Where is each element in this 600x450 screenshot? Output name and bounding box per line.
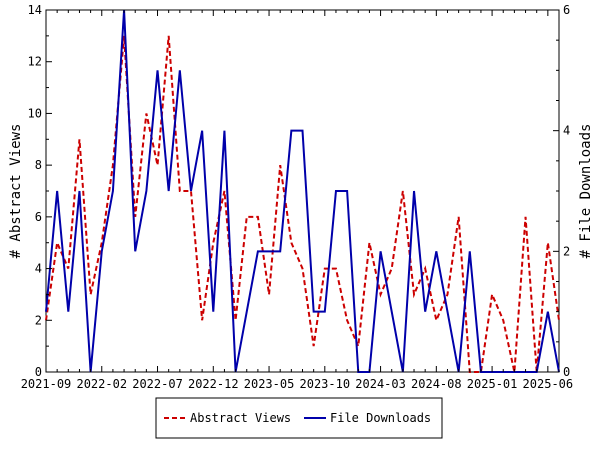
legend: Abstract Views File Downloads bbox=[155, 397, 443, 439]
y-left-tick-label: 8 bbox=[35, 158, 42, 172]
y-left-tick-label: 12 bbox=[28, 55, 42, 69]
x-tick-label: 2021-09 bbox=[21, 377, 72, 391]
x-tick-label: 2022-07 bbox=[132, 377, 183, 391]
y-left-axis-title: # Abstract Views bbox=[8, 124, 24, 259]
legend-label-file-downloads: File Downloads bbox=[330, 411, 431, 425]
y-left-tick-label: 4 bbox=[35, 262, 42, 276]
x-tick-label: 2022-12 bbox=[188, 377, 239, 391]
series-layer bbox=[45, 9, 560, 373]
x-tick-label: 2025-01 bbox=[467, 377, 518, 391]
x-tick-label: 2023-10 bbox=[300, 377, 351, 391]
y-left-tick-label: 14 bbox=[28, 3, 42, 17]
y-right-tick-label: 4 bbox=[563, 124, 570, 138]
legend-box bbox=[155, 397, 443, 439]
y-right-tick-label: 2 bbox=[563, 244, 570, 258]
x-tick-label: 2024-03 bbox=[355, 377, 406, 391]
y-left-tick-label: 0 bbox=[35, 365, 42, 379]
x-axis-ticks: 2021-09 2022-02 2022-07 2022-12 2023-05 2023-… bbox=[21, 10, 573, 391]
series-line-file-downloads bbox=[45, 9, 560, 373]
x-tick-label: 2025-06 bbox=[523, 377, 574, 391]
plot-area bbox=[45, 9, 560, 373]
y-right-tick-label: 6 bbox=[563, 3, 570, 17]
x-tick-label: 2023-05 bbox=[244, 377, 295, 391]
y-right-axis-ticks: 0 2 4 6 bbox=[553, 3, 570, 379]
y-left-tick-label: 6 bbox=[35, 210, 42, 224]
series-line-abstract-views bbox=[45, 35, 560, 373]
legend-label-abstract-views: Abstract Views bbox=[190, 411, 291, 425]
y-left-axis-ticks: 0 2 4 6 8 10 12 14 bbox=[28, 3, 52, 379]
x-tick-label: 2022-02 bbox=[76, 377, 127, 391]
x-tick-label: 2024-08 bbox=[411, 377, 462, 391]
y-left-tick-label: 10 bbox=[28, 106, 42, 120]
y-right-tick-label: 0 bbox=[563, 365, 570, 379]
y-right-axis-title: # File Downloads bbox=[578, 124, 594, 259]
y-left-tick-label: 2 bbox=[35, 313, 42, 327]
